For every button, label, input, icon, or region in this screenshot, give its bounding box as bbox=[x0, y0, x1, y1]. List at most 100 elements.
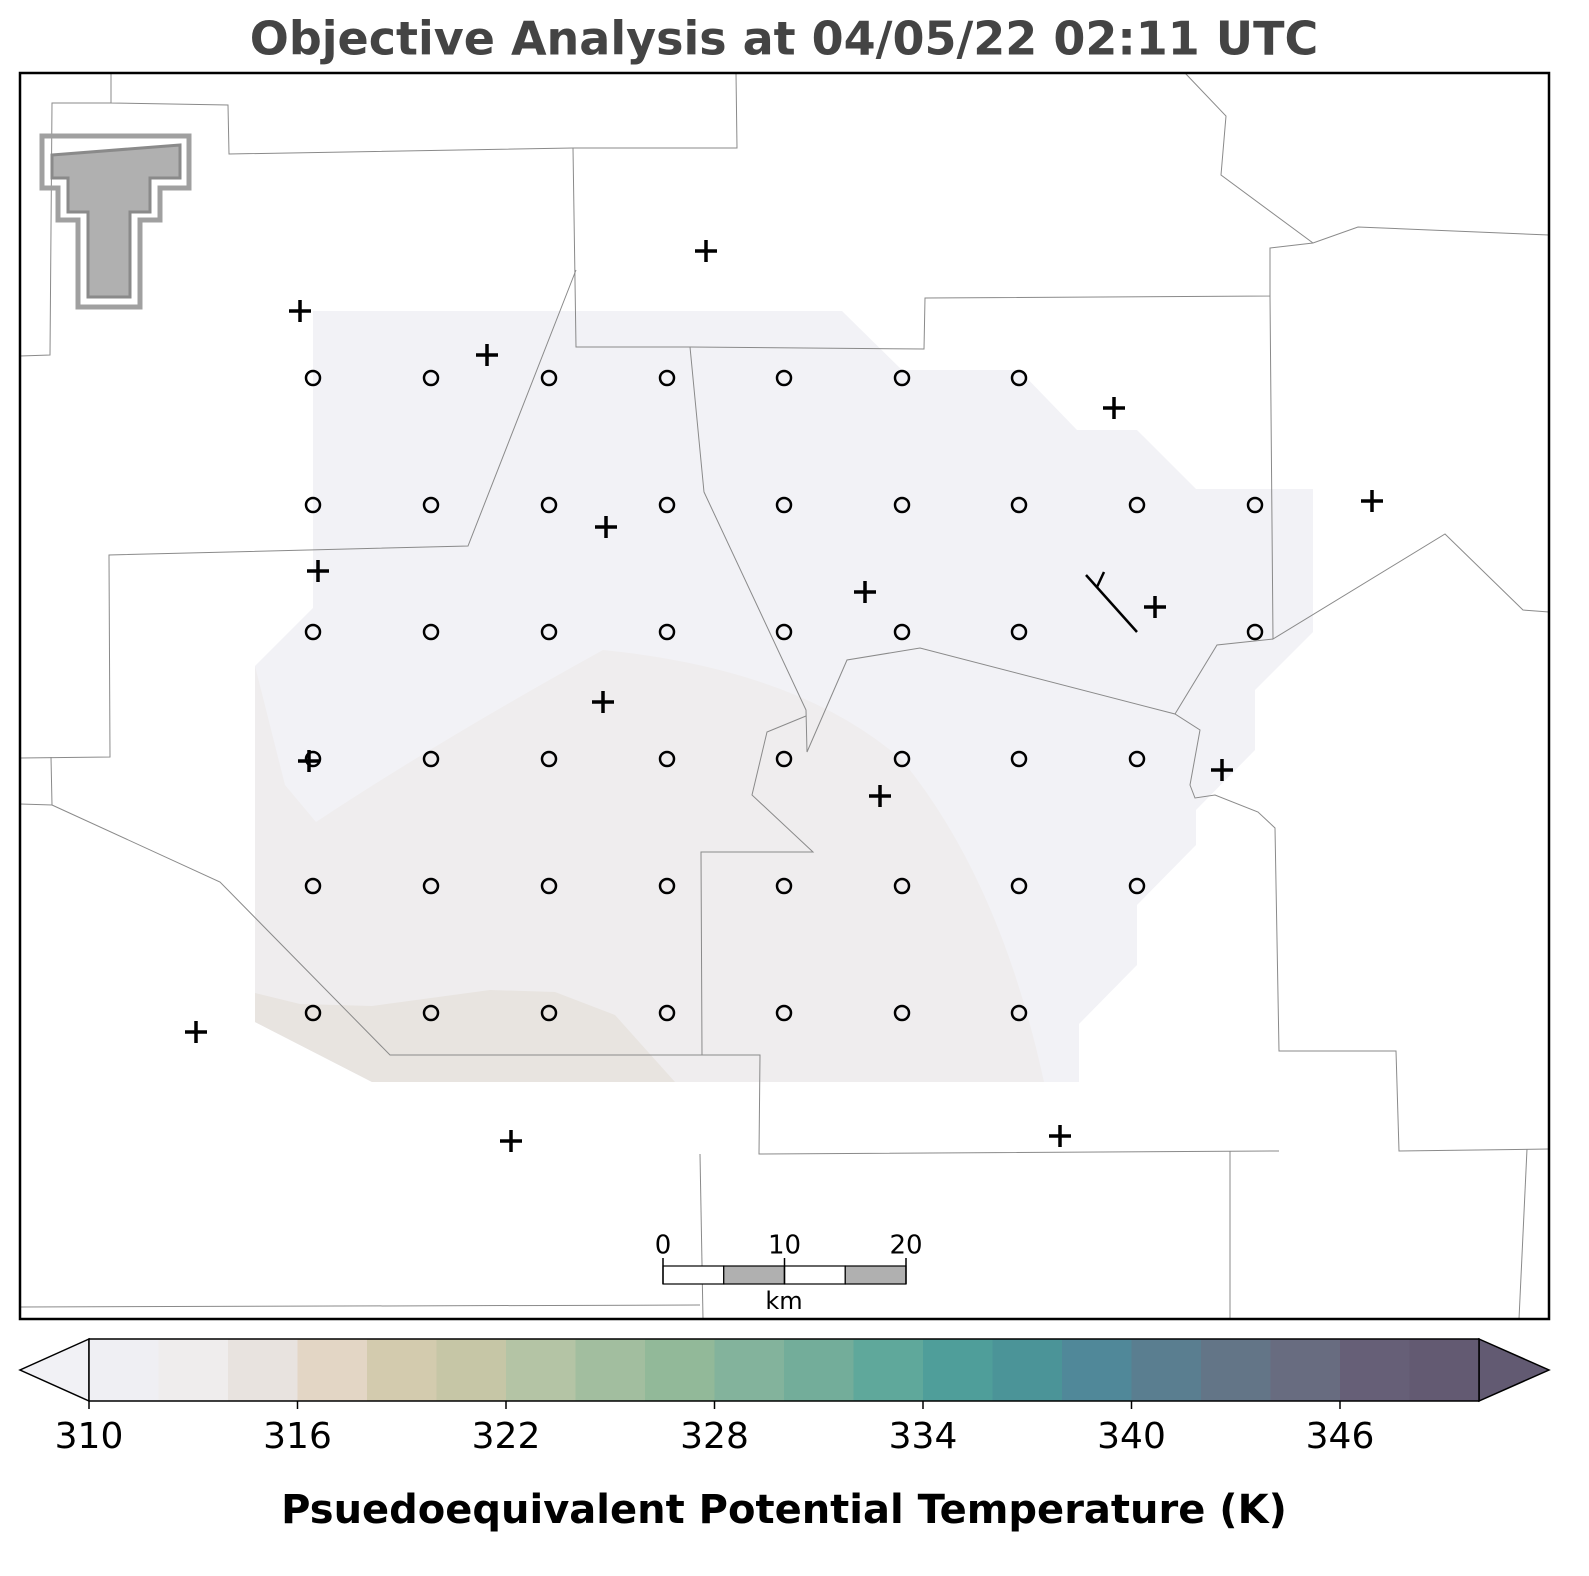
colorbar-bin bbox=[714, 1339, 784, 1401]
scale-segment bbox=[783, 1265, 846, 1285]
station bbox=[592, 691, 614, 713]
grid-point bbox=[658, 496, 676, 514]
scale-tick-label: 0 bbox=[655, 1231, 672, 1261]
map-frame bbox=[18, 71, 1551, 1321]
colorbar-bin bbox=[575, 1339, 645, 1401]
station bbox=[298, 750, 320, 772]
station bbox=[854, 581, 876, 603]
grid-point bbox=[775, 1004, 793, 1022]
station bbox=[869, 785, 891, 807]
grid-point bbox=[658, 877, 676, 895]
grid-point bbox=[893, 623, 911, 641]
grid-point bbox=[658, 750, 676, 768]
logo-outline bbox=[39, 133, 192, 310]
scale-segment bbox=[723, 1265, 786, 1285]
grid-point bbox=[540, 623, 558, 641]
grid-point bbox=[658, 623, 676, 641]
grid-point bbox=[1010, 1004, 1028, 1022]
grid-point bbox=[658, 1004, 676, 1022]
station bbox=[595, 516, 617, 538]
colorbar-bin bbox=[228, 1339, 298, 1401]
scale-segment bbox=[844, 1265, 907, 1285]
colorbar-under bbox=[18, 1337, 90, 1403]
grid-point bbox=[1010, 496, 1028, 514]
colorbar-bin bbox=[436, 1339, 506, 1401]
county-lines bbox=[19, 72, 1550, 1320]
grid-point bbox=[304, 750, 322, 768]
grid-point bbox=[893, 1004, 911, 1022]
grid-point bbox=[422, 369, 440, 387]
scale-unit: km bbox=[765, 1287, 802, 1315]
station bbox=[307, 560, 329, 582]
field-region bbox=[255, 990, 675, 1082]
colorbar-frame bbox=[88, 1338, 1480, 1402]
station bbox=[1361, 490, 1383, 512]
grid-point bbox=[1010, 877, 1028, 895]
grid-point bbox=[1128, 750, 1146, 768]
grid-point bbox=[775, 369, 793, 387]
grid-point bbox=[304, 496, 322, 514]
colorbar-bin bbox=[1270, 1339, 1340, 1401]
barb-shaft bbox=[1085, 574, 1138, 633]
grid-point bbox=[775, 750, 793, 768]
grid-point bbox=[540, 1004, 558, 1022]
station bbox=[1049, 1125, 1071, 1147]
grid-point bbox=[1246, 496, 1264, 514]
grid-point bbox=[1246, 623, 1264, 641]
colorbar-bin bbox=[645, 1339, 715, 1401]
scale-tick-label: 10 bbox=[768, 1231, 801, 1261]
colorbar-bin bbox=[784, 1339, 854, 1401]
station bbox=[1103, 397, 1125, 419]
grid-point bbox=[1010, 750, 1028, 768]
grid-point bbox=[1010, 623, 1028, 641]
grid-point bbox=[893, 369, 911, 387]
grid-point bbox=[1128, 496, 1146, 514]
grid-point bbox=[304, 623, 322, 641]
grid-point bbox=[422, 623, 440, 641]
colorbar-bin bbox=[297, 1339, 367, 1401]
grid-point bbox=[893, 496, 911, 514]
colorbar-over bbox=[1478, 1337, 1551, 1403]
grid-point bbox=[304, 369, 322, 387]
grid-point bbox=[422, 1004, 440, 1022]
station bbox=[695, 240, 717, 262]
map: km 0 10 20 bbox=[18, 71, 1551, 1321]
logo bbox=[39, 133, 192, 310]
colorbar-bin bbox=[367, 1339, 437, 1401]
grid-point bbox=[422, 750, 440, 768]
grid-point bbox=[775, 496, 793, 514]
logo-fill bbox=[50, 143, 182, 299]
colorbar-bin bbox=[1131, 1339, 1201, 1401]
colorbar: Psuedoequivalent Potential Temperature (… bbox=[18, 1337, 1551, 1533]
grid-point bbox=[540, 750, 558, 768]
grid-point bbox=[540, 369, 558, 387]
field-region bbox=[255, 650, 1044, 1082]
station bbox=[1144, 596, 1166, 618]
grid-point bbox=[893, 877, 911, 895]
grid-point bbox=[1010, 369, 1028, 387]
colorbar-tick-label: 346 bbox=[1306, 1416, 1375, 1457]
wind-barb bbox=[1085, 571, 1138, 633]
grid-point bbox=[893, 750, 911, 768]
barb-flag bbox=[1095, 571, 1106, 588]
scale-tick-label: 20 bbox=[889, 1231, 922, 1261]
grid-point bbox=[304, 877, 322, 895]
colorbar-bin bbox=[853, 1339, 923, 1401]
station bbox=[500, 1130, 522, 1152]
title: Objective Analysis at 04/05/22 02:11 UTC bbox=[250, 12, 1319, 66]
grid-point bbox=[422, 496, 440, 514]
grid-point bbox=[304, 1004, 322, 1022]
scale-bar: km 0 10 20 bbox=[655, 1231, 923, 1316]
colorbar-bin bbox=[89, 1339, 159, 1401]
colorbar-bin bbox=[923, 1339, 993, 1401]
colorbar-bin bbox=[1340, 1339, 1410, 1401]
colorbar-tick-label: 310 bbox=[55, 1416, 124, 1457]
colorbar-label: Psuedoequivalent Potential Temperature (… bbox=[281, 1487, 1287, 1533]
colorbar-bin bbox=[1062, 1339, 1132, 1401]
grid-point bbox=[540, 496, 558, 514]
station bbox=[289, 300, 311, 322]
grid-point bbox=[775, 623, 793, 641]
grid-point bbox=[540, 877, 558, 895]
grid-point bbox=[658, 369, 676, 387]
